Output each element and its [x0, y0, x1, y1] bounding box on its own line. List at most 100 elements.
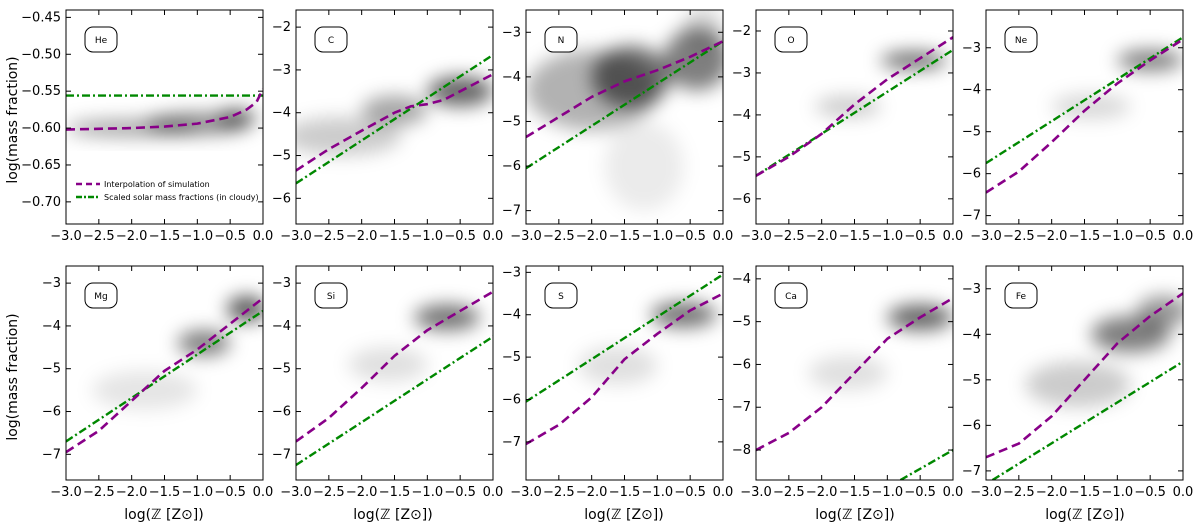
x-tick-label: −3.0: [50, 229, 82, 244]
element-label-box: [774, 282, 808, 309]
element-label: S: [558, 292, 564, 302]
x-tick-label: −1.0: [642, 485, 674, 500]
density-blob: [217, 108, 257, 127]
x-axis-label-4: log(ℤ [Z⊙]): [815, 507, 894, 523]
x-tick-label: −0.5: [904, 229, 936, 244]
solar-line-ca: [899, 448, 953, 480]
x-tick-label: −2.0: [576, 485, 608, 500]
density-blob: [815, 96, 881, 117]
panel-fe: −3.0 −2.5 −2.0 −1.5 −1.0 −0.5 0.0 −7 −6 −5 −4 −3 Fe: [962, 265, 1194, 500]
y-tick-label: −4: [732, 108, 751, 123]
x-tick-label: −1.5: [839, 229, 871, 244]
density-blob: [1025, 361, 1131, 408]
y-tick-label: −4: [502, 70, 521, 85]
x-tick-label: −1.0: [1102, 485, 1134, 500]
element-label: Ca: [785, 292, 797, 302]
x-tick-label: −0.5: [1134, 229, 1166, 244]
x-tick-label: 0.0: [943, 229, 964, 244]
density-n: [526, 10, 723, 211]
y-tick-label: −3: [42, 276, 61, 291]
x-tick-label: −1.5: [379, 485, 411, 500]
y-tick-label: −4: [42, 319, 61, 334]
density-blob: [683, 10, 723, 51]
y-axis-label-bottom: log(mass fraction): [5, 313, 21, 440]
density-blob: [1137, 295, 1183, 328]
x-tick-label: 0.0: [253, 485, 274, 500]
x-tick-label: −1.0: [642, 229, 674, 244]
y-tick-label: −5: [962, 373, 981, 388]
y-tick-label: −0.50: [21, 47, 61, 62]
y-tick-label: −6: [42, 405, 61, 420]
y-tick-label: −0.70: [21, 195, 61, 210]
x-tick-label: −2.5: [773, 229, 805, 244]
element-label-box: [1004, 26, 1038, 53]
panel-he: −3.0 −2.5 −2.0 −1.5 −1.0 −0.5 0.0 −0.70 −0.65 −0.…: [21, 9, 273, 244]
y-tick-label: −4: [962, 327, 981, 342]
element-label-box: [544, 282, 578, 309]
element-label-box: [314, 26, 348, 53]
density-blob: [808, 355, 888, 391]
x-tick-label: −3.0: [280, 229, 312, 244]
interp-line-si: [296, 290, 493, 443]
y-tick-label: −7: [732, 400, 751, 415]
y-tick-label: −5: [272, 149, 291, 164]
y-tick-label: −7: [962, 464, 981, 479]
element-label: Ne: [1015, 36, 1028, 46]
legend-interp-label: Interpolation of simulation: [104, 180, 210, 189]
x-tick-label: −1.5: [379, 229, 411, 244]
y-tick-label: −0.65: [21, 158, 61, 173]
x-tick-label: −2.5: [313, 485, 345, 500]
y-tick-label: −6: [502, 392, 521, 407]
interp-line-he: [66, 88, 263, 131]
x-tick-label: −2.5: [1003, 485, 1035, 500]
y-tick-label: −7: [502, 435, 521, 450]
y-axis-label-top: log(mass fraction): [5, 56, 21, 183]
y-tick-label: −0.45: [21, 10, 61, 25]
x-tick-label: 0.0: [713, 229, 734, 244]
panel-ca: −3.0 −2.5 −2.0 −1.5 −1.0 −0.5 0.0 −8 −7 −6 −5 −4 Ca: [732, 265, 963, 500]
x-tick-label: −1.5: [149, 229, 181, 244]
x-tick-label: −2.0: [346, 485, 378, 500]
x-axis-label-2: log(ℤ [Z⊙]): [353, 507, 432, 523]
x-tick-label: −2.0: [116, 229, 148, 244]
x-tick-label: −2.0: [576, 229, 608, 244]
x-tick-label: 0.0: [1173, 485, 1194, 500]
density-blob: [604, 121, 684, 211]
x-tick-label: −1.0: [182, 229, 214, 244]
x-tick-label: −2.0: [116, 485, 148, 500]
y-tick-label: −3: [962, 282, 981, 297]
x-tick-label: −1.0: [872, 485, 904, 500]
density-blob: [1051, 93, 1131, 120]
y-tick-label: −5: [962, 125, 981, 140]
x-tick-label: −0.5: [444, 485, 476, 500]
panel-c: −3.0 −2.5 −2.0 −1.5 −1.0 −0.5 0.0 −6 −5 −4 −3 −2 C: [272, 9, 504, 244]
interp-line-o: [756, 36, 953, 177]
panel-n: −3.0 −2.5 −2.0 −1.5 −1.0 −0.5 0.0 −7 −6 −5 −4 −3 N: [502, 9, 734, 244]
x-tick-label: −2.5: [313, 229, 345, 244]
x-axis-label-5: log(ℤ [Z⊙]): [1045, 507, 1124, 523]
panel-s: −3.0 −2.5 −2.0 −1.5 −1.0 −0.5 0.0 −7 −6 −5 −4 −3 S: [502, 265, 734, 500]
x-tick-label: −1.0: [872, 229, 904, 244]
density-blob: [296, 117, 402, 156]
x-tick-label: −2.5: [1003, 229, 1035, 244]
solar-line-si: [296, 335, 493, 467]
y-tick-label: −3: [502, 265, 521, 280]
solar-line-c: [296, 53, 493, 185]
x-tick-label: −3.0: [970, 485, 1002, 500]
y-tick-label: −3: [502, 25, 521, 40]
x-tick-label: −0.5: [214, 485, 246, 500]
x-tick-label: −2.0: [1036, 485, 1068, 500]
y-tick-label: −6: [962, 167, 981, 182]
density-he: [66, 108, 257, 137]
x-tick-label: −2.5: [543, 229, 575, 244]
element-label-box: [84, 26, 118, 53]
element-label: Mg: [94, 292, 107, 302]
y-tick-label: −6: [962, 418, 981, 433]
y-tick-label: −6: [272, 191, 291, 206]
x-tick-label: 0.0: [483, 229, 504, 244]
interp-line-ne: [986, 38, 1183, 194]
x-tick-label: −3.0: [740, 229, 772, 244]
x-tick-label: −3.0: [280, 485, 312, 500]
y-tick-label: −5: [502, 114, 521, 129]
